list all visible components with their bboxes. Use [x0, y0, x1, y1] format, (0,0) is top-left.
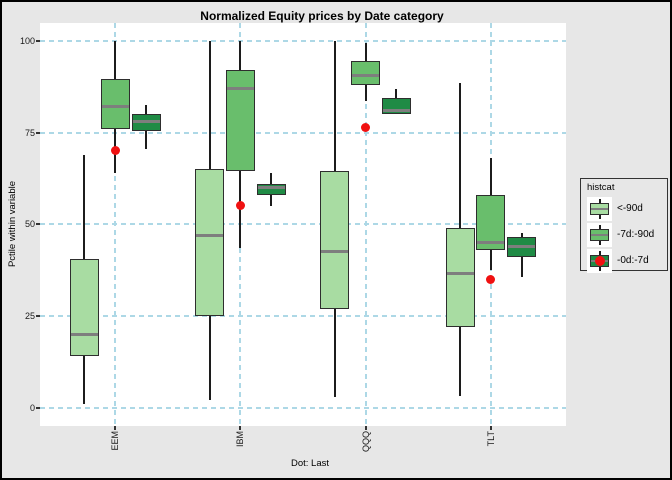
boxplot-box — [351, 61, 381, 85]
legend-entry-label: -0d:-7d — [617, 255, 649, 266]
y-gridline — [40, 40, 566, 42]
y-tick-mark — [36, 314, 40, 317]
legend: histcat <-90d -7d:-90d -0d:-7d — [580, 178, 668, 273]
boxplot-median — [70, 332, 98, 336]
boxplot-median — [196, 233, 224, 237]
x-axis-title: Dot: Last — [290, 458, 330, 469]
y-gridline — [40, 314, 566, 317]
legend-median-line — [591, 207, 608, 210]
boxplot-box — [100, 79, 130, 129]
legend-entry-label: <-90d — [617, 203, 643, 214]
y-tick-label: 75 — [24, 127, 35, 138]
boxplot-box — [320, 171, 350, 309]
boxplot-median — [226, 87, 254, 91]
last-value-dot — [486, 274, 496, 284]
x-tick-mark — [114, 426, 117, 430]
plot-panel — [40, 23, 566, 426]
boxplot-median — [257, 186, 285, 190]
x-tick-mark — [489, 426, 492, 430]
y-gridline — [40, 131, 566, 134]
boxplot-box — [195, 169, 225, 316]
y-tick-mark — [36, 40, 40, 42]
boxplot-median — [132, 120, 160, 124]
last-value-dot — [235, 201, 245, 211]
legend-entries: <-90d -7d:-90d -0d:-7d — [587, 196, 667, 273]
legend-key — [587, 222, 612, 247]
boxplot-box — [445, 227, 475, 327]
y-tick-label: 50 — [24, 219, 35, 230]
boxplot-median — [446, 272, 474, 276]
y-tick-mark — [36, 131, 40, 134]
boxplot-box — [225, 70, 255, 172]
legend-red-dot-icon — [594, 255, 605, 266]
y-tick-label: 0 — [29, 402, 35, 413]
y-tick-mark — [36, 406, 40, 409]
y-tick-mark — [36, 223, 40, 226]
boxplot-median — [101, 105, 129, 109]
chart-title: Normalized Equity prices by Date categor… — [200, 9, 444, 23]
x-gridline — [114, 23, 117, 426]
boxplot-box — [69, 259, 99, 357]
last-value-dot — [110, 146, 120, 156]
boxplot-median — [352, 74, 380, 78]
x-tick-label: TLT — [485, 431, 496, 447]
y-tick-label: 100 — [19, 36, 35, 46]
boxplot-median — [382, 109, 410, 113]
boxplot-median — [508, 244, 536, 248]
legend-median-line — [591, 233, 608, 236]
y-tick-label: 25 — [24, 310, 35, 321]
x-gridline — [364, 23, 367, 426]
legend-entry: -0d:-7d — [587, 248, 667, 273]
x-tick-label: EEM — [110, 431, 121, 451]
boxplot-median — [477, 241, 505, 245]
legend-key — [587, 196, 612, 221]
legend-entry: <-90d — [587, 196, 667, 221]
x-tick-label: IBM — [235, 431, 246, 448]
boxplot-median — [321, 250, 349, 254]
legend-title: histcat — [587, 182, 615, 193]
boxplot-box — [256, 183, 286, 195]
y-gridline — [40, 223, 566, 226]
x-tick-label: QQQ — [360, 431, 371, 453]
boxplot-box — [476, 194, 506, 250]
x-tick-mark — [239, 426, 242, 430]
last-value-dot — [361, 122, 371, 132]
y-gridline — [40, 406, 566, 409]
x-tick-mark — [364, 426, 367, 430]
legend-entry-label: -7d:-90d — [617, 229, 655, 240]
legend-entry: -7d:-90d — [587, 222, 667, 247]
legend-key — [587, 248, 612, 273]
